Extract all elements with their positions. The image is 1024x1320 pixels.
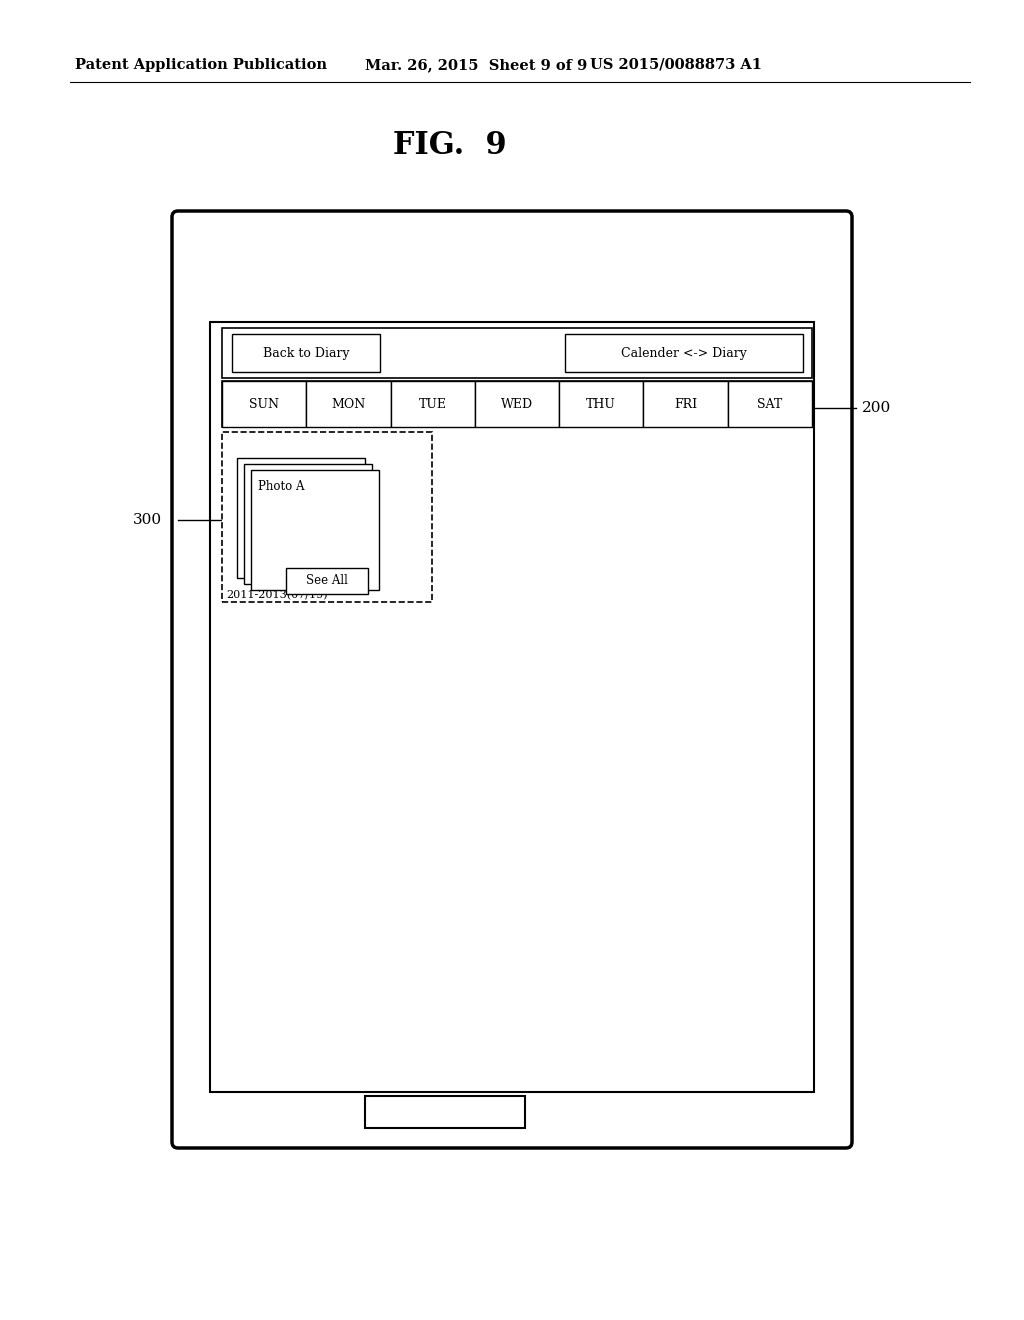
Text: Patent Application Publication: Patent Application Publication bbox=[75, 58, 327, 73]
Bar bbox=[559, 381, 643, 426]
Text: Calender <-> Diary: Calender <-> Diary bbox=[622, 346, 746, 359]
Text: TUE: TUE bbox=[419, 397, 446, 411]
Text: WED: WED bbox=[501, 397, 534, 411]
Text: Mar. 26, 2015  Sheet 9 of 9: Mar. 26, 2015 Sheet 9 of 9 bbox=[365, 58, 587, 73]
Bar bbox=[222, 381, 306, 426]
FancyBboxPatch shape bbox=[172, 211, 852, 1148]
Text: SUN: SUN bbox=[249, 397, 280, 411]
Bar bbox=[222, 327, 812, 378]
Bar bbox=[210, 322, 814, 1092]
Text: See All: See All bbox=[306, 574, 348, 587]
Bar bbox=[222, 432, 432, 602]
Bar bbox=[244, 465, 372, 583]
Bar bbox=[251, 470, 379, 590]
Text: Back to Diary: Back to Diary bbox=[263, 346, 349, 359]
Text: FIG.  9: FIG. 9 bbox=[393, 129, 507, 161]
Bar bbox=[306, 381, 390, 426]
Text: MON: MON bbox=[332, 397, 366, 411]
Bar bbox=[286, 568, 368, 594]
Bar bbox=[222, 381, 812, 426]
Text: Photo A: Photo A bbox=[258, 480, 304, 492]
Text: SAT: SAT bbox=[757, 397, 782, 411]
Text: 200: 200 bbox=[862, 401, 891, 414]
Bar bbox=[565, 334, 803, 372]
Text: 2011-2013(07/19): 2011-2013(07/19) bbox=[226, 590, 328, 601]
Text: US 2015/0088873 A1: US 2015/0088873 A1 bbox=[590, 58, 762, 73]
Bar bbox=[643, 381, 728, 426]
Bar bbox=[365, 1096, 525, 1129]
Bar bbox=[390, 381, 475, 426]
Text: 300: 300 bbox=[133, 513, 162, 527]
Bar bbox=[237, 458, 365, 578]
Text: THU: THU bbox=[587, 397, 616, 411]
Bar bbox=[728, 381, 812, 426]
Bar bbox=[475, 381, 559, 426]
Bar bbox=[232, 334, 380, 372]
Text: FRI: FRI bbox=[674, 397, 697, 411]
